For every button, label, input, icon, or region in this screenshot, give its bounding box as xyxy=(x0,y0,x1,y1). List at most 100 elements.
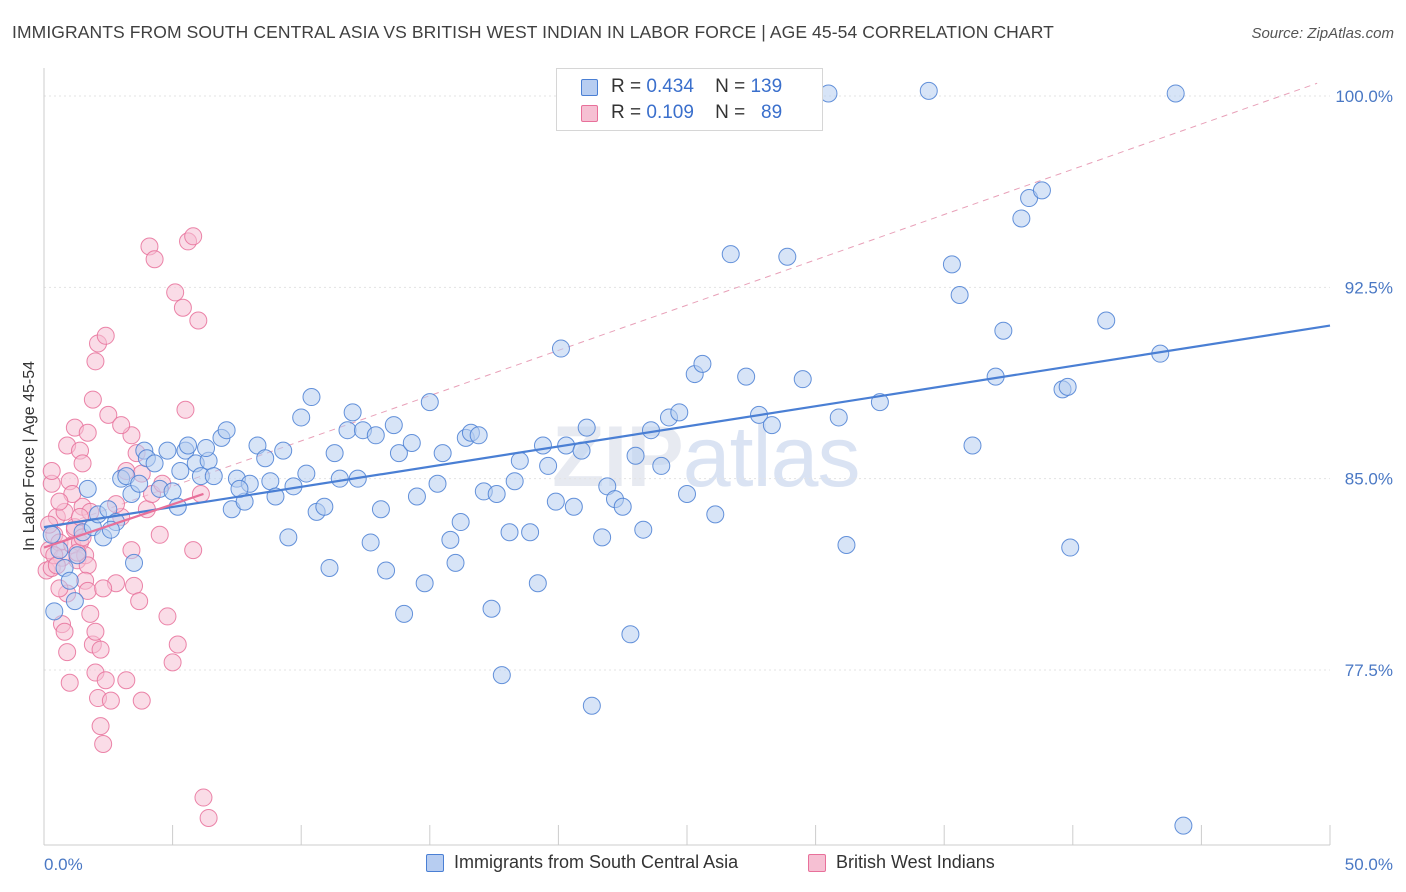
point-british-west-indian xyxy=(94,579,113,598)
point-british-west-indian xyxy=(158,607,177,626)
legend-row-blue: R = 0.434 N = 139 xyxy=(581,75,782,99)
point-british-west-indian xyxy=(91,717,110,736)
point-south-central-asia xyxy=(315,497,334,516)
point-south-central-asia xyxy=(145,454,164,473)
point-south-central-asia xyxy=(1058,377,1077,396)
point-british-west-indian xyxy=(86,622,105,641)
point-south-central-asia xyxy=(1166,84,1185,103)
point-south-central-asia xyxy=(377,561,396,580)
point-british-west-indian xyxy=(50,492,69,511)
point-south-central-asia xyxy=(1012,209,1031,228)
point-south-central-asia xyxy=(528,574,547,593)
point-south-central-asia xyxy=(274,441,293,460)
point-south-central-asia xyxy=(65,592,84,611)
point-south-central-asia xyxy=(330,469,349,488)
point-south-central-asia xyxy=(546,492,565,511)
trend-lines xyxy=(43,324,1331,549)
point-south-central-asia xyxy=(163,482,182,501)
point-south-central-asia xyxy=(721,245,740,264)
point-south-central-asia xyxy=(762,416,781,435)
point-british-west-indian xyxy=(132,691,151,710)
point-south-central-asia xyxy=(500,523,519,542)
point-british-west-indian xyxy=(58,643,77,662)
point-south-central-asia xyxy=(407,487,426,506)
point-south-central-asia xyxy=(158,441,177,460)
point-british-west-indian xyxy=(125,576,144,595)
point-south-central-asia xyxy=(577,418,596,437)
grid-lines xyxy=(44,95,1330,671)
point-south-central-asia xyxy=(837,535,856,554)
point-south-central-asia xyxy=(942,255,961,274)
legend-swatch-pink xyxy=(808,853,826,872)
tick-labels: 77.5% 85.0% 92.5% 100.0% 0.0% 50.0% xyxy=(44,87,1393,874)
point-south-central-asia xyxy=(551,339,570,358)
point-british-west-indian xyxy=(94,734,113,753)
legend-n-label: N = xyxy=(715,76,746,97)
point-british-west-indian xyxy=(73,454,92,473)
point-british-west-indian xyxy=(91,640,110,659)
point-south-central-asia xyxy=(919,81,938,100)
legend-swatch-blue xyxy=(426,853,444,872)
point-south-central-asia xyxy=(402,433,421,452)
point-south-central-asia xyxy=(395,604,414,623)
axes xyxy=(43,68,1331,846)
point-british-west-indian xyxy=(96,671,115,690)
point-british-west-indian xyxy=(78,423,97,442)
point-south-central-asia xyxy=(261,472,280,491)
legend-r-value: 0.434 xyxy=(646,76,694,97)
point-south-central-asia xyxy=(533,436,552,455)
point-south-central-asia xyxy=(1097,311,1116,330)
y-tick-label: 92.5% xyxy=(1345,278,1393,297)
point-south-central-asia xyxy=(670,403,689,422)
legend-swatch-blue xyxy=(581,78,598,96)
point-south-central-asia xyxy=(256,449,275,468)
legend-n-value: 89 xyxy=(761,102,783,123)
point-british-west-indian xyxy=(173,298,192,317)
series-immigrants-south-central-asia xyxy=(42,81,1193,835)
point-south-central-asia xyxy=(179,436,198,455)
reference-diagonal xyxy=(48,82,1318,531)
point-south-central-asia xyxy=(60,571,79,590)
trend-line-british-west-indian xyxy=(43,492,204,549)
point-british-west-indian xyxy=(176,400,195,419)
point-south-central-asia xyxy=(428,474,447,493)
point-south-central-asia xyxy=(994,321,1013,340)
point-british-west-indian xyxy=(184,541,203,560)
point-british-west-indian xyxy=(145,250,164,269)
legend-item-british-west-indians: British West Indians xyxy=(808,852,995,873)
point-south-central-asia xyxy=(626,446,645,465)
point-south-central-asia xyxy=(415,574,434,593)
point-south-central-asia xyxy=(652,456,671,475)
point-south-central-asia xyxy=(125,553,144,572)
point-south-central-asia xyxy=(451,513,470,532)
point-south-central-asia xyxy=(539,456,558,475)
point-south-central-asia xyxy=(68,546,87,565)
stats-legend: R = 0.434 N = 139 R = 0.109 N = 89 xyxy=(556,68,823,131)
point-south-central-asia xyxy=(564,497,583,516)
x-tick-label: 0.0% xyxy=(44,855,83,874)
point-south-central-asia xyxy=(217,421,236,440)
point-british-west-indian xyxy=(86,352,105,371)
point-british-west-indian xyxy=(117,671,136,690)
point-british-west-indian xyxy=(96,326,115,345)
chart-title: IMMIGRANTS FROM SOUTH CENTRAL ASIA VS BR… xyxy=(12,22,1054,42)
point-south-central-asia xyxy=(706,505,725,524)
legend-item-south-central-asia: Immigrants from South Central Asia xyxy=(426,852,738,873)
point-south-central-asia xyxy=(197,439,216,458)
point-south-central-asia xyxy=(505,472,524,491)
point-south-central-asia xyxy=(1032,181,1051,200)
point-south-central-asia xyxy=(384,416,403,435)
series-legend: Immigrants from South Central Asia Briti… xyxy=(0,852,1406,876)
point-south-central-asia xyxy=(693,354,712,373)
point-british-west-indian xyxy=(166,283,185,302)
point-british-west-indian xyxy=(163,653,182,672)
legend-label: Immigrants from South Central Asia xyxy=(454,852,739,872)
point-south-central-asia xyxy=(593,528,612,547)
point-south-central-asia xyxy=(320,558,339,577)
point-south-central-asia xyxy=(45,602,64,621)
point-south-central-asia xyxy=(521,523,540,542)
point-south-central-asia xyxy=(778,247,797,266)
point-south-central-asia xyxy=(950,285,969,304)
point-south-central-asia xyxy=(338,421,357,440)
point-south-central-asia xyxy=(469,426,488,445)
